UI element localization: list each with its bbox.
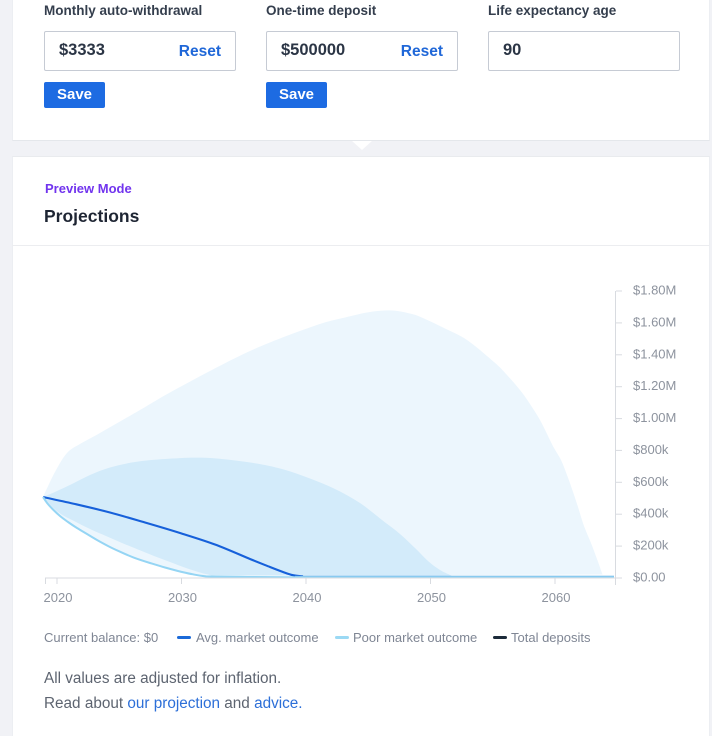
svg-text:2040: 2040: [293, 590, 322, 605]
svg-text:$1.60M: $1.60M: [633, 314, 676, 329]
svg-text:2020: 2020: [44, 590, 73, 605]
svg-text:$200k: $200k: [633, 538, 669, 553]
svg-text:$1.80M: $1.80M: [633, 283, 676, 298]
svg-text:$1.20M: $1.20M: [633, 378, 676, 393]
svg-text:2060: 2060: [542, 590, 571, 605]
svg-text:$600k: $600k: [633, 474, 669, 489]
svg-text:$800k: $800k: [633, 442, 669, 457]
svg-text:$1.40M: $1.40M: [633, 346, 676, 361]
svg-text:$400k: $400k: [633, 506, 669, 521]
svg-text:$1.00M: $1.00M: [633, 410, 676, 425]
svg-text:$0.00: $0.00: [633, 570, 666, 585]
svg-text:2030: 2030: [168, 590, 197, 605]
svg-text:2050: 2050: [417, 590, 446, 605]
